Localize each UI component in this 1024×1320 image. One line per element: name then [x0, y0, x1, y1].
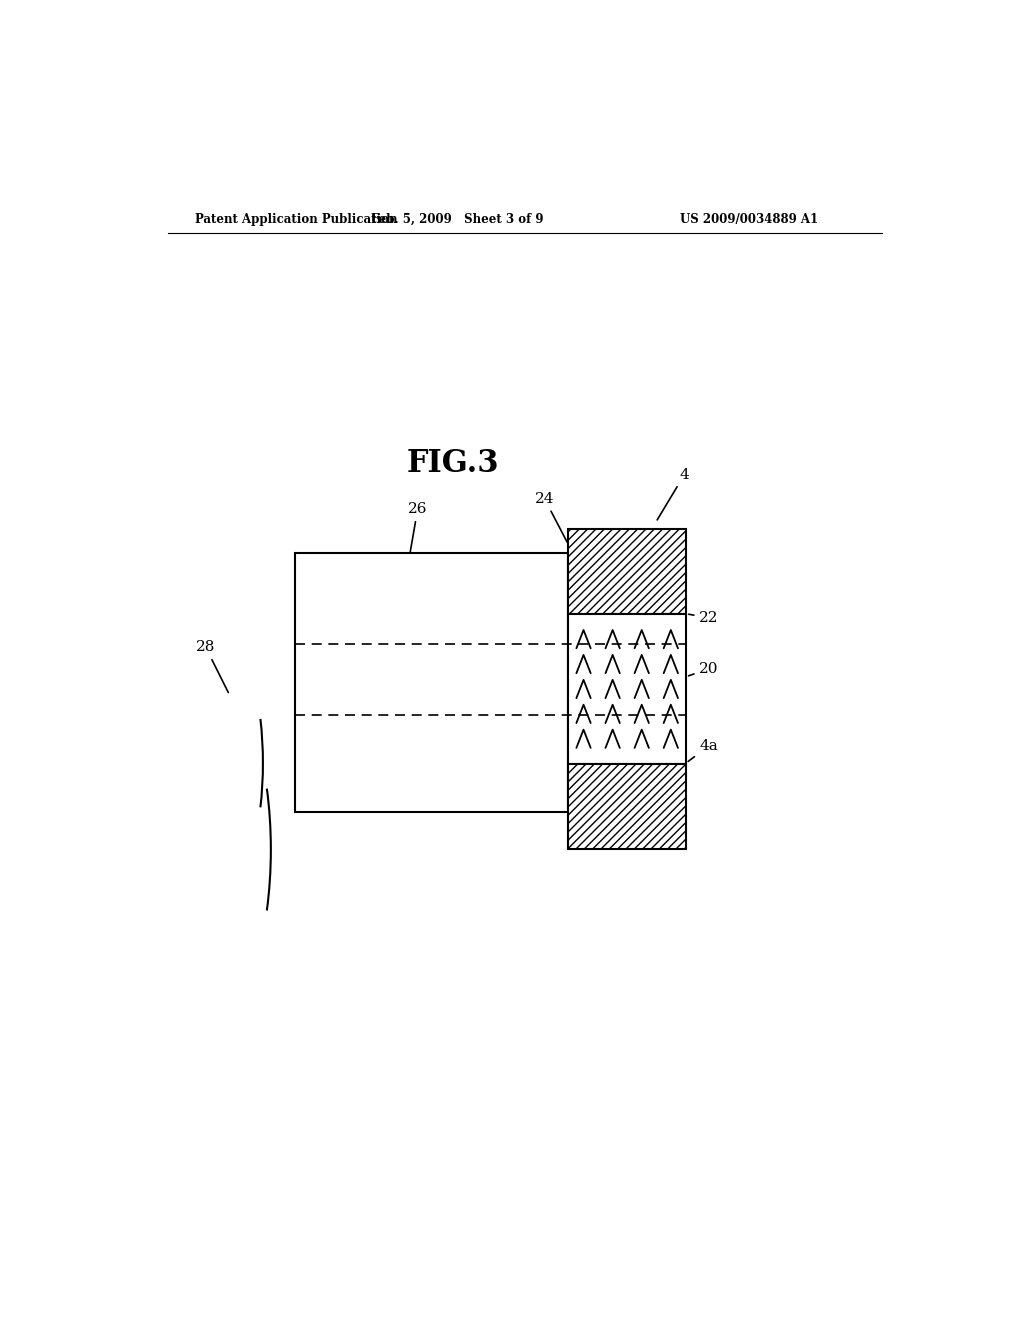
Text: US 2009/0034889 A1: US 2009/0034889 A1	[680, 213, 818, 226]
Text: 22: 22	[689, 611, 719, 624]
Text: Patent Application Publication: Patent Application Publication	[196, 213, 398, 226]
Bar	[568, 529, 686, 614]
Bar	[568, 764, 686, 849]
Text: FIG.3: FIG.3	[408, 447, 500, 479]
Text: Feb. 5, 2009   Sheet 3 of 9: Feb. 5, 2009 Sheet 3 of 9	[371, 213, 544, 226]
Bar	[295, 553, 568, 812]
Text: 20: 20	[688, 661, 719, 676]
Text: 28: 28	[196, 640, 228, 693]
Text: 4: 4	[657, 467, 689, 520]
Bar	[568, 529, 686, 614]
Text: 24: 24	[535, 492, 567, 543]
Text: 4a: 4a	[688, 739, 718, 762]
Text: 26: 26	[408, 502, 427, 552]
Bar	[568, 614, 686, 764]
Bar	[568, 764, 686, 849]
